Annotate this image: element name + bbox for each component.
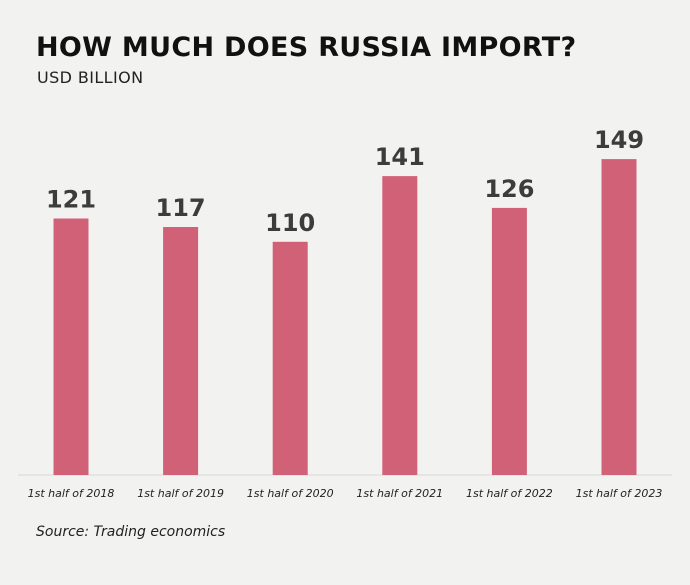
value-label-2: 117 <box>156 194 206 222</box>
tick-label-3: 1st half of 2020 <box>247 487 334 500</box>
bar-4 <box>382 176 418 475</box>
bar-2 <box>163 227 199 475</box>
bars-group <box>53 159 637 475</box>
tick-label-6: 1st half of 2023 <box>576 487 663 500</box>
tick-label-2: 1st half of 2019 <box>137 487 224 500</box>
bar-5 <box>491 207 527 475</box>
bar-3 <box>272 241 308 475</box>
value-label-3: 110 <box>265 209 315 237</box>
value-label-4: 141 <box>375 143 425 171</box>
value-label-1: 121 <box>46 186 96 214</box>
chart-title: HOW MUCH DOES RUSSIA IMPORT? <box>36 32 577 63</box>
tick-label-1: 1st half of 2018 <box>28 487 115 500</box>
bar-6 <box>601 159 637 475</box>
tick-label-5: 1st half of 2022 <box>466 487 553 500</box>
source-note: Source: Trading economics <box>36 524 226 540</box>
bar-1 <box>53 218 89 475</box>
value-label-5: 126 <box>484 175 534 203</box>
chart-subtitle: USD BILLION <box>37 68 144 87</box>
value-labels-group: 121 117 110 141 126 149 <box>46 126 644 237</box>
value-label-6: 149 <box>594 126 644 154</box>
tick-labels-group: 1st half of 2018 1st half of 2019 1st half… <box>28 487 663 500</box>
tick-label-4: 1st half of 2021 <box>356 487 443 500</box>
